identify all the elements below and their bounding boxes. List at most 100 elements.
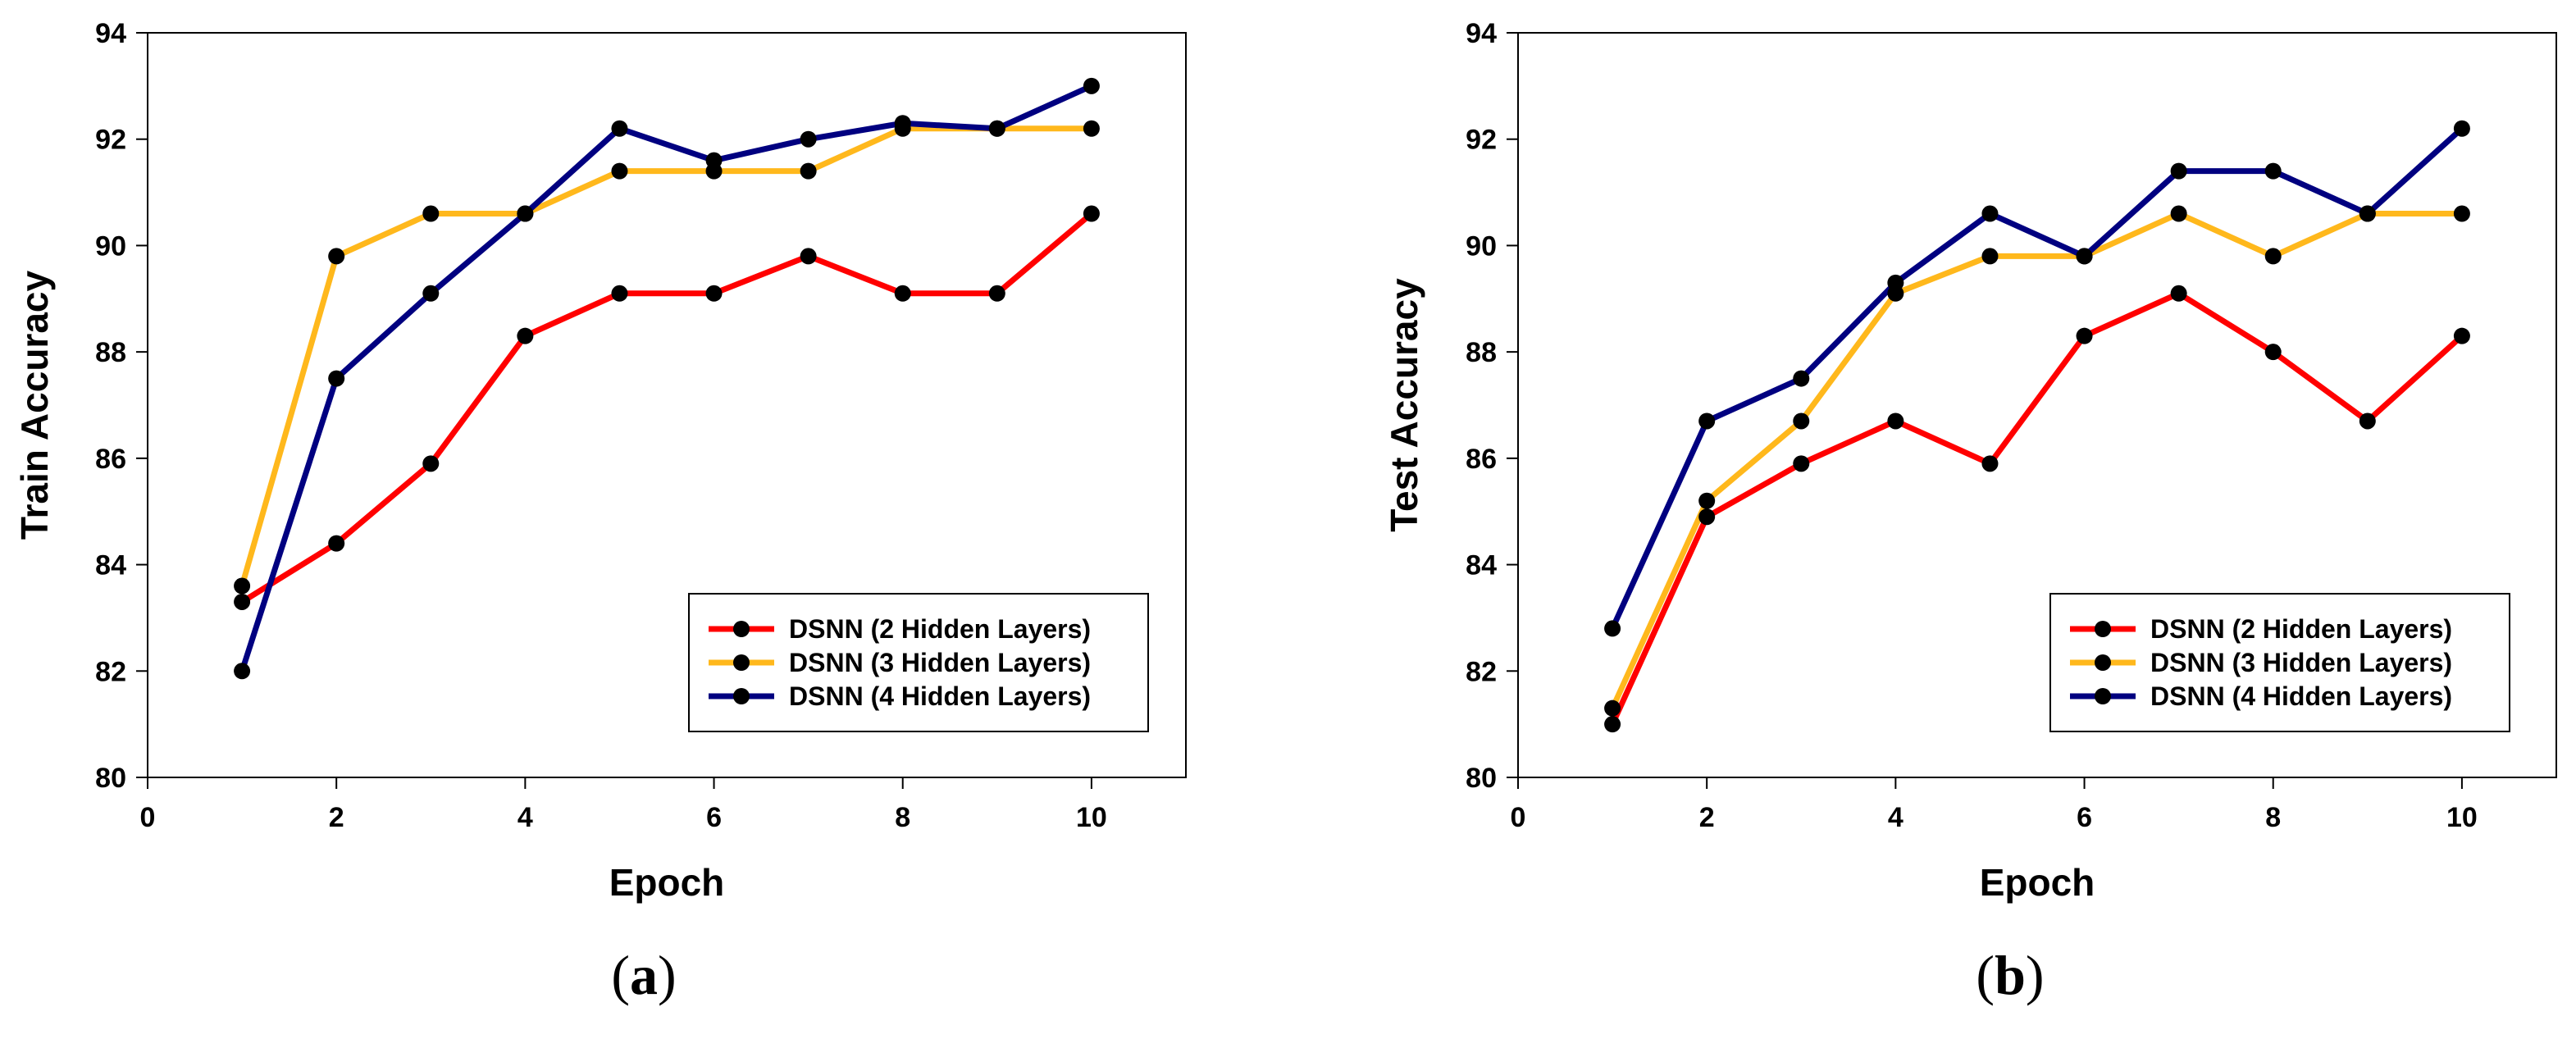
x-tick-label: 8 <box>2265 802 2281 833</box>
data-point <box>2170 205 2187 222</box>
legend-label: DSNN (4 Hidden Layers) <box>789 681 1091 711</box>
panel-a: 80 82 84 86 88 90 92 94 0 2 4 6 8 10 Epoch Train Accura… <box>13 18 1187 1006</box>
data-point <box>1698 412 1716 430</box>
plot-frame <box>1517 32 2557 778</box>
data-point <box>1604 700 1621 717</box>
data-point <box>1981 455 1999 472</box>
legend-marker <box>733 621 750 637</box>
data-point <box>422 455 440 472</box>
y-tick-label: 80 <box>1466 763 1497 794</box>
legend-label: DSNN (2 Hidden Layers) <box>2150 614 2452 644</box>
data-point <box>800 248 817 265</box>
x-tick-label: 0 <box>140 802 156 833</box>
data-point <box>328 535 345 552</box>
data-point <box>517 205 534 222</box>
legend-marker <box>733 688 750 704</box>
data-point <box>1793 370 1810 387</box>
panel-caption: (a) <box>611 944 676 1006</box>
series-line-4-hidden-layers <box>1609 125 2465 631</box>
data-point <box>1083 120 1100 137</box>
legend-marker <box>733 654 750 671</box>
data-point <box>234 663 251 680</box>
y-tick-label: 82 <box>1466 656 1497 687</box>
data-point <box>1604 716 1621 733</box>
y-tick-label: 86 <box>1466 444 1497 475</box>
data-point <box>234 593 251 610</box>
data-point <box>1698 492 1716 509</box>
panel-b: 80 82 84 86 88 90 92 94 0 2 4 6 8 10 Epoch Test Accurac… <box>1383 18 2557 1006</box>
data-point <box>988 285 1005 302</box>
series-line-4-hidden-layers <box>239 83 1095 674</box>
x-tick-label: 8 <box>895 802 910 833</box>
data-point <box>1887 412 1904 430</box>
data-point <box>1793 455 1810 472</box>
y-tick-label: 92 <box>95 125 126 156</box>
x-tick-label: 4 <box>1888 802 1904 833</box>
legend: DSNN (2 Hidden Layers) DSNN (3 Hidden Lay… <box>688 593 1149 732</box>
legend-label: DSNN (2 Hidden Layers) <box>789 614 1091 644</box>
x-tick-label: 10 <box>2446 802 2478 833</box>
x-tick-label: 0 <box>1511 802 1526 833</box>
data-point <box>2264 344 2282 361</box>
x-tick-label: 2 <box>329 802 344 833</box>
data-point <box>2359 412 2376 430</box>
x-tick-label: 4 <box>517 802 533 833</box>
y-tick-label: 84 <box>1466 550 1497 581</box>
y-tick-label: 88 <box>1466 337 1497 368</box>
legend-label: DSNN (4 Hidden Layers) <box>2150 681 2452 711</box>
y-tick-label: 80 <box>95 763 126 794</box>
y-tick-label: 82 <box>95 656 126 687</box>
legend: DSNN (2 Hidden Layers) DSNN (3 Hidden Lay… <box>2049 593 2510 732</box>
data-point <box>2170 285 2187 302</box>
legend-marker <box>2095 621 2111 637</box>
data-point <box>2359 205 2376 222</box>
x-tick-label: 6 <box>2077 802 2092 833</box>
y-tick-label: 88 <box>95 337 126 368</box>
data-point <box>328 370 345 387</box>
data-point <box>2076 248 2093 265</box>
data-point <box>611 120 628 137</box>
legend-label: DSNN (3 Hidden Layers) <box>2150 648 2452 677</box>
data-point <box>2453 120 2470 137</box>
series-line-2-hidden-layers <box>239 211 1095 605</box>
data-point <box>422 285 440 302</box>
data-point <box>234 577 251 595</box>
y-tick-label: 90 <box>1466 230 1497 262</box>
panel-label: a <box>630 944 658 1006</box>
x-tick-label: 6 <box>706 802 722 833</box>
data-point <box>422 205 440 222</box>
data-point <box>2264 162 2282 180</box>
y-tick-label: 94 <box>95 18 126 49</box>
data-point <box>1793 412 1810 430</box>
y-tick-label: 92 <box>1466 125 1497 156</box>
y-tick-label: 90 <box>95 230 126 262</box>
data-point <box>1981 205 1999 222</box>
data-point <box>800 162 817 180</box>
data-point <box>800 130 817 148</box>
legend-marker <box>2095 654 2111 671</box>
panel-caption: (b) <box>1976 944 2044 1006</box>
legend-label: DSNN (3 Hidden Layers) <box>789 648 1091 677</box>
series-line-3-hidden-layers <box>1609 211 2465 712</box>
data-point <box>1604 620 1621 637</box>
data-point <box>2170 162 2187 180</box>
data-point <box>1887 274 1904 291</box>
panel-label: b <box>1995 944 2026 1006</box>
data-point <box>2076 327 2093 344</box>
data-point <box>894 115 911 132</box>
x-axis-title: Epoch <box>609 861 725 904</box>
legend-marker <box>2095 688 2111 704</box>
y-tick-label: 94 <box>1466 18 1497 49</box>
y-axis-title: Test Accuracy <box>1383 278 1425 532</box>
data-point <box>894 285 911 302</box>
data-point <box>611 162 628 180</box>
x-axis-title: Epoch <box>1980 861 2095 904</box>
data-point <box>2453 205 2470 222</box>
data-point <box>705 152 723 169</box>
y-axis-title: Train Accuracy <box>13 271 56 540</box>
data-point <box>1698 508 1716 526</box>
data-point <box>517 327 534 344</box>
data-point <box>1083 77 1100 94</box>
data-point <box>2453 327 2470 344</box>
